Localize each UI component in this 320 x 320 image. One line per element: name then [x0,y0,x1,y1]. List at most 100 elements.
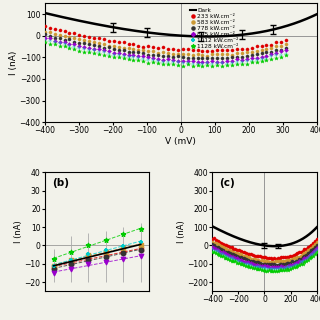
Point [297,254,302,259]
Point [258,261,263,266]
Point [210,244,215,250]
Point [233,255,238,260]
Point [57,27,62,32]
Point [307,256,312,261]
Point [222,254,227,259]
Point [289,266,294,271]
Point [234,57,239,62]
Point [259,57,264,62]
Point [185,58,190,63]
Point [269,54,274,59]
Point [146,57,151,62]
Point [288,258,293,263]
Point [288,254,293,259]
Point [210,48,215,53]
Point [263,268,268,273]
Point [146,44,151,49]
Point [234,61,239,67]
Point [146,55,151,60]
Point [151,52,156,57]
Point [165,47,171,52]
Point [116,40,121,45]
Point [252,266,257,271]
Point [212,236,217,241]
Point [240,262,245,267]
Point [190,63,195,68]
Point [302,258,307,263]
Point [126,41,131,46]
Point [227,251,232,256]
Point [256,267,261,272]
Point [314,246,319,251]
Point [233,253,238,258]
Point [200,48,205,53]
Point [245,257,250,262]
Point [86,257,91,262]
Point [268,256,273,261]
Point [298,249,303,254]
Point [126,49,131,54]
Point [103,248,108,253]
Point [121,52,126,57]
Point [47,26,52,31]
Point [238,260,243,265]
Point [68,257,74,262]
Point [68,260,74,265]
Point [251,262,256,267]
Point [243,264,248,269]
Point [225,61,230,67]
Point [42,29,47,34]
Point [220,55,225,60]
Point [304,252,309,258]
Point [293,252,298,257]
Point [220,47,225,52]
Point [47,30,52,35]
Point [259,257,264,262]
Point [304,250,309,255]
Point [217,243,222,248]
Point [222,249,227,254]
Point [205,49,210,54]
Point [295,251,300,256]
Point [293,255,298,260]
Point [111,55,116,60]
Point [195,59,200,64]
Point [210,239,215,244]
Point [220,60,225,65]
Point [245,251,250,256]
Point [121,243,126,248]
Point [212,248,217,253]
Point [180,58,185,63]
Point [274,51,279,56]
Point [62,28,67,33]
Point [236,257,241,262]
Point [111,47,116,52]
Point [288,267,293,272]
Point [249,258,254,263]
Point [215,251,220,256]
Point [298,262,303,267]
Point [275,255,280,260]
Point [92,35,97,40]
Point [116,55,121,60]
Point [239,58,244,63]
Point [121,40,126,45]
Point [121,53,126,59]
Point [185,52,190,57]
Point [295,261,300,266]
Point [52,39,57,44]
X-axis label: V (mV): V (mV) [165,137,196,146]
Point [227,258,232,263]
Point [236,254,241,259]
Point [286,263,291,268]
Point [72,42,77,47]
Point [180,47,185,52]
Point [270,259,275,264]
Point [297,256,302,261]
Point [286,258,291,263]
Point [156,60,161,65]
Point [238,248,243,253]
Point [213,237,218,243]
Point [151,58,156,63]
Point [57,33,62,38]
